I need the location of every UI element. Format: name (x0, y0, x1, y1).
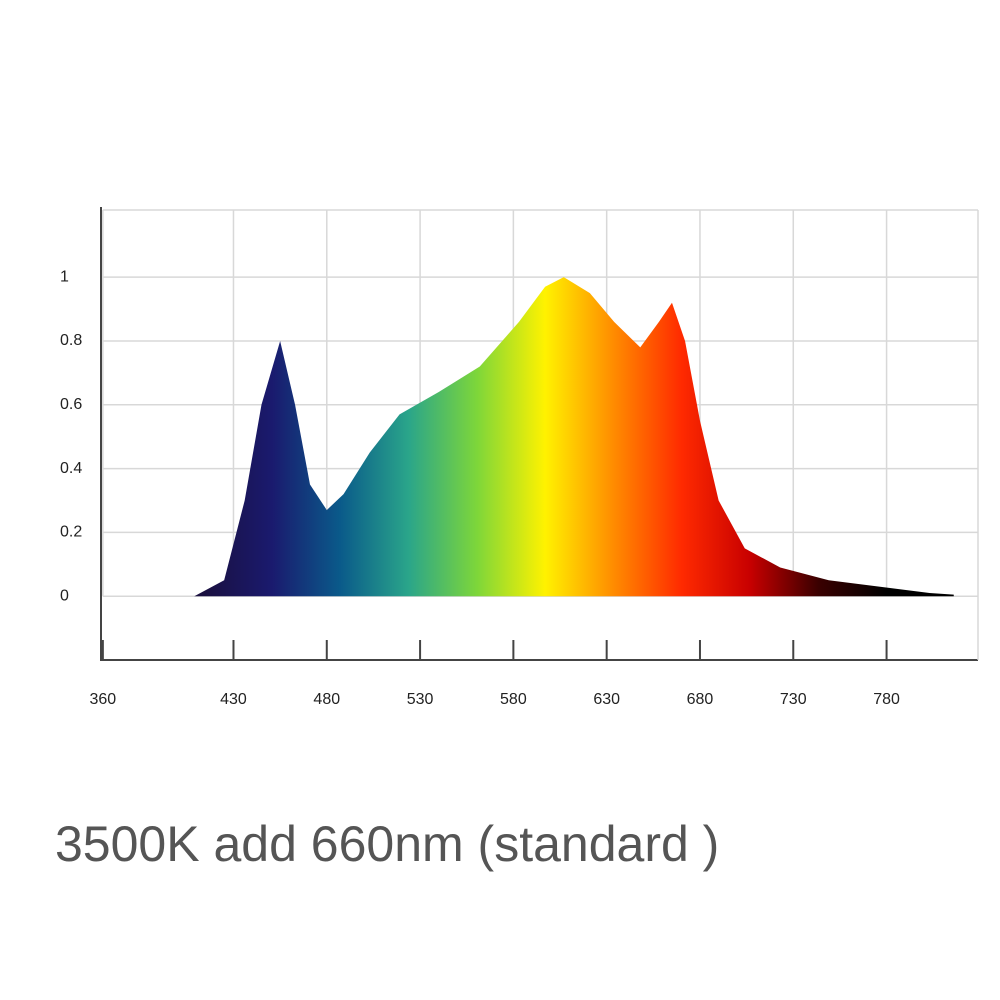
chart-title: 3500K add 660nm (standard ) (55, 816, 719, 872)
y-tick-label: 0.8 (60, 332, 82, 349)
x-tick-label: 430 (220, 691, 247, 708)
x-tick-label: 530 (407, 691, 434, 708)
x-tick-label: 580 (500, 691, 527, 708)
x-tick-label: 630 (593, 691, 620, 708)
x-tick-label: 480 (313, 691, 340, 708)
y-tick-label: 0.2 (60, 524, 82, 541)
x-tick-label: 730 (780, 691, 807, 708)
x-tick-label: 360 (90, 691, 117, 708)
spectrum-area (194, 277, 954, 597)
x-tick-label: 680 (687, 691, 714, 708)
y-tick-label: 0.4 (60, 460, 82, 477)
x-tick-label: 780 (873, 691, 900, 708)
y-tick-label: 0 (60, 587, 69, 604)
y-tick-label: 1 (60, 268, 69, 285)
y-tick-label: 0.6 (60, 396, 82, 413)
